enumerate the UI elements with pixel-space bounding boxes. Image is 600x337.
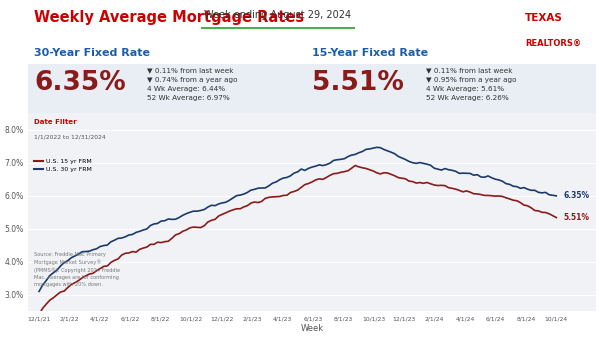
Text: Weekly Average Mortgage Rates: Weekly Average Mortgage Rates xyxy=(34,10,304,25)
Text: ▼ 0.11% from last week
▼ 0.95% from a year ago
4 Wk Average: 5.61%
52 Wk Average: ▼ 0.11% from last week ▼ 0.95% from a ye… xyxy=(425,67,516,101)
Text: 6.35%: 6.35% xyxy=(34,69,126,95)
X-axis label: Week: Week xyxy=(301,324,323,333)
Bar xyxy=(28,64,307,113)
Text: 5.51%: 5.51% xyxy=(312,69,404,95)
Text: Date Filter: Date Filter xyxy=(34,119,77,125)
Text: TEXAS: TEXAS xyxy=(525,13,563,23)
Text: 15-Year Fixed Rate: 15-Year Fixed Rate xyxy=(312,48,428,58)
Text: ▼ 0.11% from last week
▼ 0.74% from a year ago
4 Wk Average: 6.44%
52 Wk Average: ▼ 0.11% from last week ▼ 0.74% from a ye… xyxy=(148,67,238,101)
Text: Week ending August 29, 2024: Week ending August 29, 2024 xyxy=(205,10,352,20)
Legend: U.S. 15 yr FRM, U.S. 30 yr FRM: U.S. 15 yr FRM, U.S. 30 yr FRM xyxy=(31,156,94,175)
Bar xyxy=(307,64,596,113)
Text: 5.51%: 5.51% xyxy=(563,213,590,222)
Text: REALTORS®: REALTORS® xyxy=(525,39,581,48)
Text: Source: Freddie Mac Primary
Mortgage Market Survey®
(PMMS®). Copyright 2024 Fred: Source: Freddie Mac Primary Mortgage Mar… xyxy=(34,252,120,287)
Text: 30-Year Fixed Rate: 30-Year Fixed Rate xyxy=(34,48,150,58)
Text: 6.35%: 6.35% xyxy=(563,191,590,201)
Text: 1/1/2022 to 12/31/2024: 1/1/2022 to 12/31/2024 xyxy=(34,135,106,140)
